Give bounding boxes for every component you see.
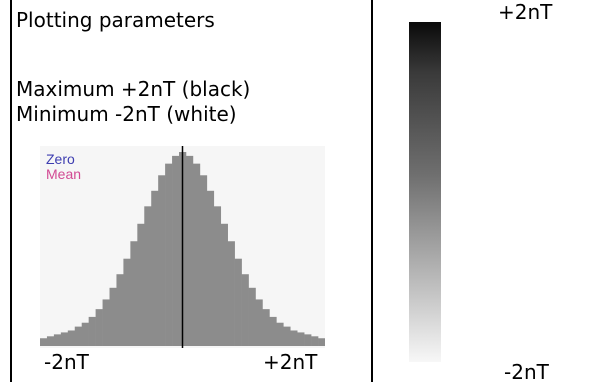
histogram-bar xyxy=(290,330,298,346)
scale-top-label: +2nT xyxy=(498,0,553,24)
legend-zero: Zero xyxy=(46,151,75,167)
histogram-bar xyxy=(241,274,249,346)
grayscale-colorbar xyxy=(409,22,441,362)
histogram-bar xyxy=(95,309,103,346)
histogram-bar xyxy=(185,155,194,346)
histogram-bar xyxy=(172,155,180,346)
histogram-bar xyxy=(165,163,173,346)
histogram-chart: Zero Mean xyxy=(40,146,325,348)
histogram-legend: Zero Mean xyxy=(46,152,81,182)
histogram-bar xyxy=(283,326,291,346)
histogram-bar xyxy=(102,299,110,346)
histogram-min-label: -2nT xyxy=(44,350,89,374)
histogram-bar xyxy=(227,241,235,346)
histogram-bar xyxy=(144,206,152,346)
panel-title: Plotting parameters xyxy=(16,8,215,32)
histogram-bar xyxy=(248,287,256,346)
histogram-bar xyxy=(220,223,228,346)
histogram-bar xyxy=(81,322,89,346)
histogram-bar xyxy=(213,206,222,346)
scale-bottom-label: -2nT xyxy=(504,360,549,384)
histogram-bar xyxy=(88,316,96,346)
histogram-bar xyxy=(234,258,242,346)
histogram-bar xyxy=(67,330,76,346)
histogram-bar xyxy=(40,338,48,346)
histogram-bar xyxy=(130,241,138,346)
histogram-bar xyxy=(158,175,166,346)
histogram-bar xyxy=(206,190,215,346)
histogram-bar xyxy=(116,274,124,346)
histogram-bar xyxy=(46,336,55,346)
legend-mean: Mean xyxy=(46,166,82,182)
histogram-bar xyxy=(199,175,208,346)
histogram-bar xyxy=(53,334,62,346)
histogram-bar xyxy=(60,332,69,346)
histogram-bar xyxy=(74,326,83,346)
histogram-bar xyxy=(269,316,277,346)
histogram-bar xyxy=(276,322,284,346)
histogram-bar xyxy=(304,334,312,346)
histogram-bar xyxy=(137,223,145,346)
histogram-max-label: +2nT xyxy=(263,350,318,374)
plotting-parameters-panel xyxy=(10,0,373,382)
minimum-text: Minimum -2nT (white) xyxy=(16,102,237,126)
maximum-text: Maximum +2nT (black) xyxy=(16,77,251,101)
histogram-bar xyxy=(109,287,117,346)
histogram-bar xyxy=(297,332,305,346)
histogram-bar xyxy=(311,336,319,346)
histogram-bar xyxy=(151,190,159,346)
histogram-bar xyxy=(262,309,270,346)
histogram-bar xyxy=(192,163,201,346)
histogram-bar xyxy=(255,299,263,346)
histogram-bar xyxy=(123,258,131,346)
histogram-bar xyxy=(318,338,325,346)
histogram-svg xyxy=(40,146,325,348)
